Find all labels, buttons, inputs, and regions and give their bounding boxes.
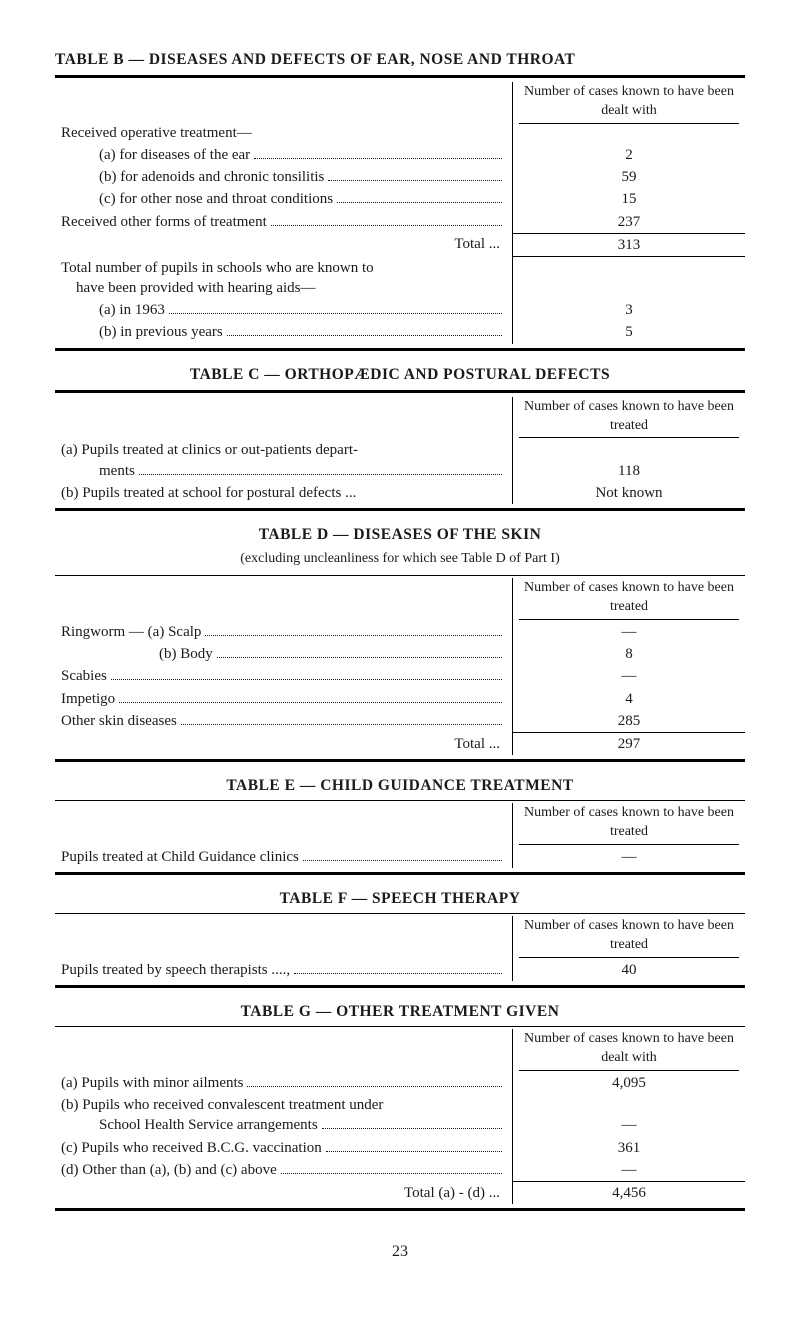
table-d-total-label: Total ...	[55, 733, 513, 756]
table-row: Received other forms of treatment	[61, 212, 506, 232]
table-b-lead2: Total number of pupils in schools who ar…	[61, 258, 506, 299]
table-row: (b) Body	[61, 644, 506, 664]
table-b-total-value: 313	[513, 233, 746, 256]
table-d-subtitle: (excluding uncleanliness for which see T…	[55, 550, 745, 569]
table-row: ments	[61, 461, 506, 481]
table-c: TABLE C — ORTHOPÆDIC AND POSTURAL DEFECT…	[55, 365, 745, 511]
table-row: Pupils treated by speech therapists ....…	[61, 960, 506, 980]
table-f-header: Number of cases known to have been treat…	[513, 916, 746, 956]
table-row: (b) for adenoids and chronic tonsilitis	[61, 167, 506, 187]
table-b: TABLE B — DISEASES AND DEFECTS OF EAR, N…	[55, 50, 745, 351]
table-f: TABLE F — SPEECH THERAPY Number of cases…	[55, 889, 745, 988]
table-g-header: Number of cases known to have been dealt…	[513, 1029, 746, 1069]
table-b-total-label: Total ...	[55, 233, 513, 256]
table-c-title: TABLE C — ORTHOPÆDIC AND POSTURAL DEFECT…	[55, 365, 745, 386]
table-b-header: Number of cases known to have been dealt…	[513, 82, 746, 122]
table-b-body: Number of cases known to have been dealt…	[55, 82, 745, 344]
table-d-header: Number of cases known to have been treat…	[513, 578, 746, 618]
table-g: TABLE G — OTHER TREATMENT GIVEN Number o…	[55, 1002, 745, 1211]
table-g-total-value: 4,456	[513, 1182, 746, 1205]
table-row: (a) in 1963	[61, 300, 506, 320]
table-d: TABLE D — DISEASES OF THE SKIN (excludin…	[55, 525, 745, 762]
table-row: Impetigo	[61, 689, 506, 709]
table-c-header: Number of cases known to have been treat…	[513, 397, 746, 437]
table-row: (c) for other nose and throat conditions	[61, 189, 506, 209]
table-row: School Health Service arrangements	[61, 1115, 506, 1135]
table-row: Other skin diseases	[61, 711, 506, 731]
table-g-total-label: Total (a) - (d) ...	[55, 1182, 513, 1205]
table-row: Ringworm — (a) Scalp	[61, 622, 506, 642]
table-e-header: Number of cases known to have been treat…	[513, 803, 746, 843]
table-row: Pupils treated at Child Guidance clinics	[61, 847, 506, 867]
table-d-total-value: 297	[513, 733, 746, 756]
table-row: Scabies	[61, 666, 506, 686]
table-b-lead1: Received operative treatment—	[61, 123, 506, 143]
table-e: TABLE E — CHILD GUIDANCE TREATMENT Numbe…	[55, 776, 745, 875]
table-row: (a) for diseases of the ear	[61, 145, 506, 165]
table-e-title: TABLE E — CHILD GUIDANCE TREATMENT	[55, 776, 745, 797]
table-row: (b) in previous years	[61, 322, 506, 342]
table-row: (b) Pupils treated at school for postura…	[61, 483, 506, 503]
table-g-title: TABLE G — OTHER TREATMENT GIVEN	[55, 1002, 745, 1023]
table-b-title: TABLE B — DISEASES AND DEFECTS OF EAR, N…	[55, 50, 745, 71]
table-f-title: TABLE F — SPEECH THERAPY	[55, 889, 745, 910]
table-row: (b) Pupils who received convalescent tre…	[61, 1095, 506, 1115]
table-row: (a) Pupils treated at clinics or out-pat…	[61, 440, 506, 460]
table-row: (d) Other than (a), (b) and (c) above	[61, 1160, 506, 1180]
page-number: 23	[55, 1241, 745, 1263]
table-d-title: TABLE D — DISEASES OF THE SKIN	[55, 525, 745, 546]
table-row: (a) Pupils with minor ailments	[61, 1073, 506, 1093]
table-row: (c) Pupils who received B.C.G. vaccinati…	[61, 1138, 506, 1158]
